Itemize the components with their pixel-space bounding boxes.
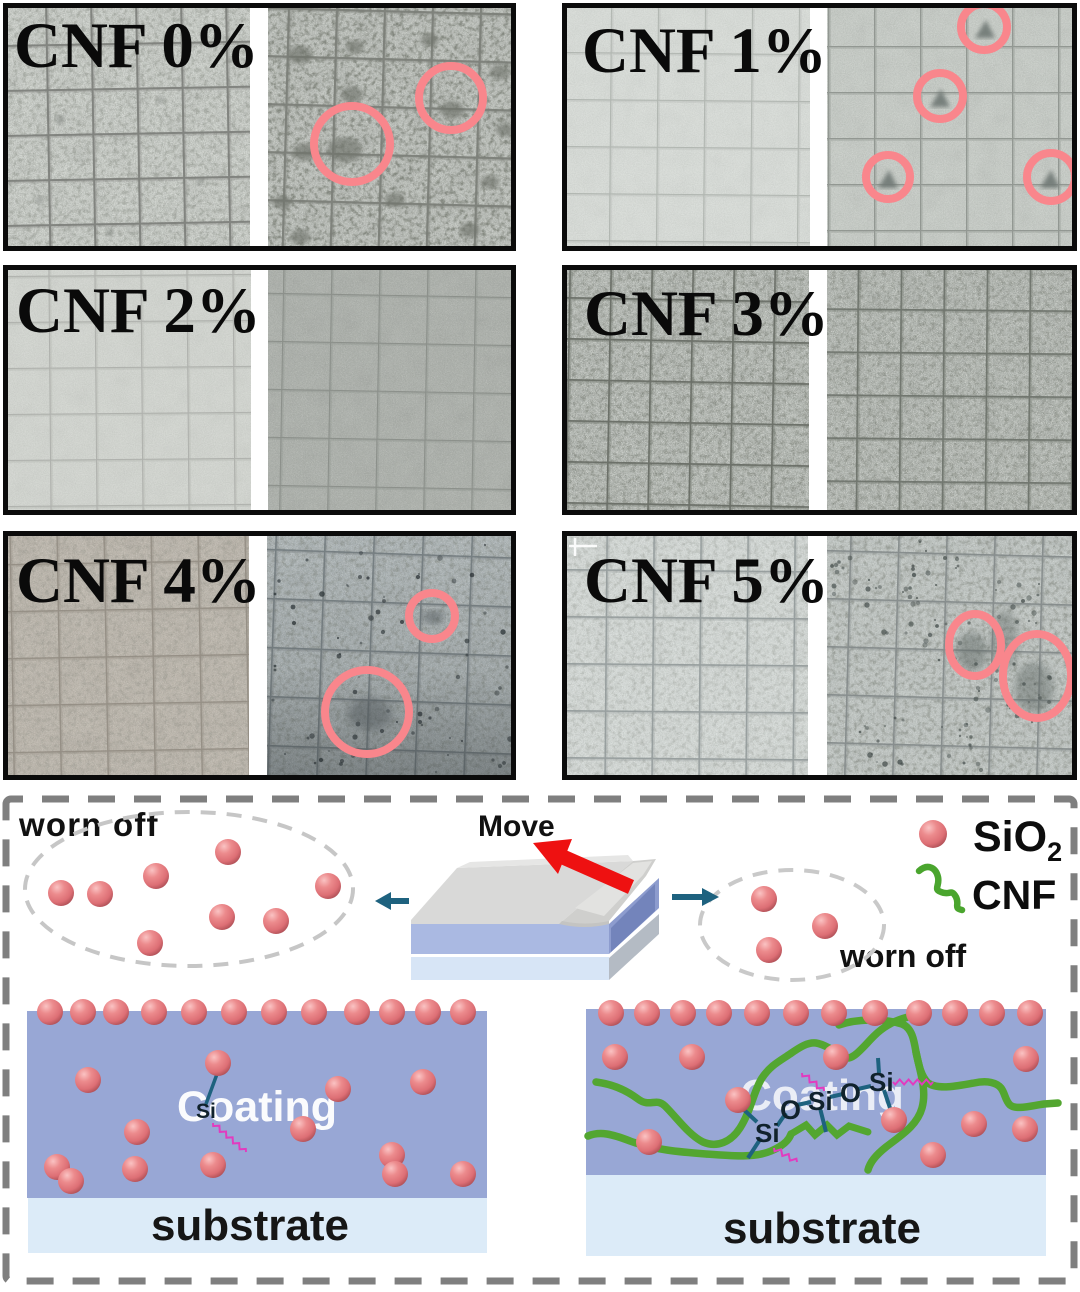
svg-text:Si: Si — [196, 1100, 216, 1123]
svg-text:substrate: substrate — [723, 1204, 921, 1253]
svg-text:CNF 4%: CNF 4% — [16, 545, 261, 617]
svg-text:Move: Move — [478, 810, 555, 843]
svg-text:CNF 0%: CNF 0% — [14, 10, 259, 82]
svg-text:worn off: worn off — [18, 806, 159, 843]
svg-text:CNF 5%: CNF 5% — [584, 545, 829, 617]
svg-text:SiO2: SiO2 — [973, 813, 1062, 867]
svg-text:CNF 2%: CNF 2% — [16, 275, 261, 347]
svg-text:CNF 1%: CNF 1% — [582, 15, 827, 87]
svg-text:O: O — [840, 1078, 861, 1108]
svg-text:Si: Si — [755, 1118, 780, 1148]
svg-text:Si: Si — [869, 1067, 894, 1097]
svg-text:Si: Si — [808, 1086, 833, 1116]
svg-text:worn off: worn off — [839, 938, 967, 974]
svg-text:CNF 3%: CNF 3% — [584, 278, 829, 350]
svg-text:substrate: substrate — [151, 1201, 349, 1250]
svg-text:O: O — [780, 1095, 801, 1125]
svg-text:CNF: CNF — [972, 872, 1056, 918]
